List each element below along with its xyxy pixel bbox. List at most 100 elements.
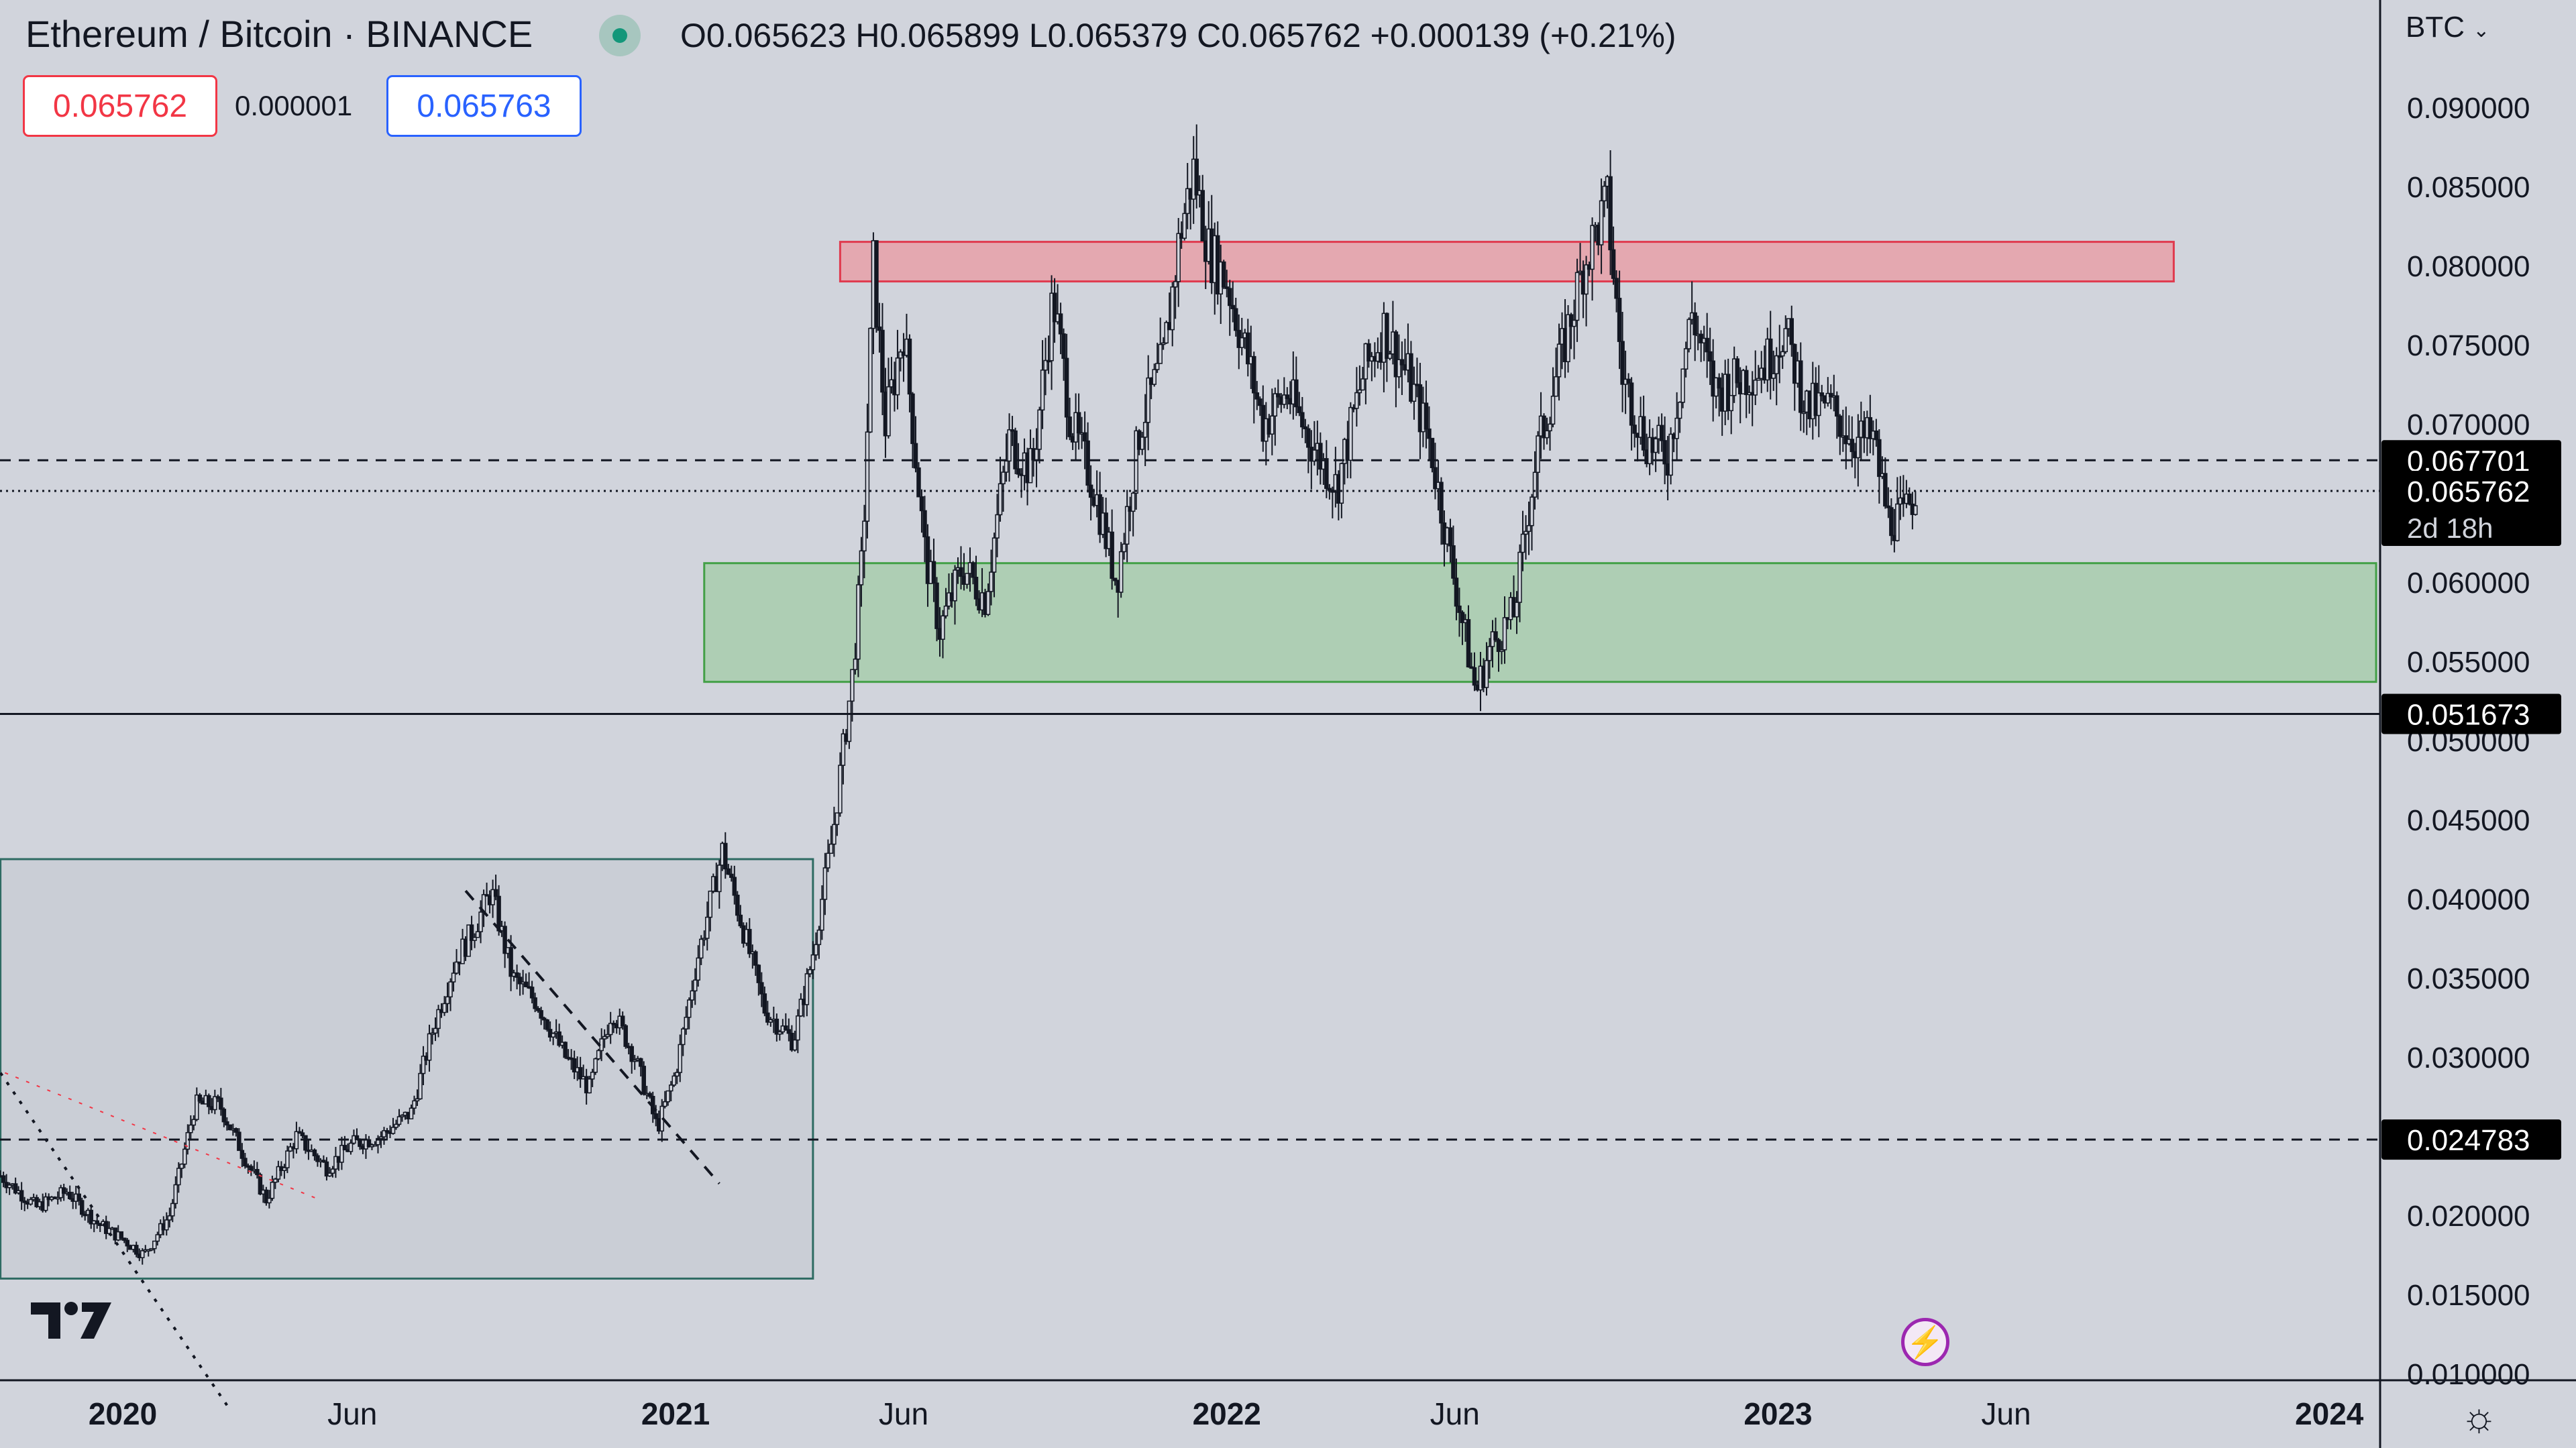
candle-body — [810, 954, 816, 970]
candle — [1427, 406, 1432, 460]
candle — [723, 832, 728, 879]
tradingview-logo-icon[interactable] — [30, 1298, 113, 1345]
candle — [995, 494, 1000, 557]
candle — [1668, 427, 1673, 485]
price-label-bg — [2381, 440, 2561, 481]
candle — [1783, 315, 1788, 354]
candle — [294, 1121, 299, 1154]
candle — [810, 941, 816, 979]
candle-body — [1783, 328, 1788, 353]
candle-body — [762, 993, 767, 1014]
candle-body — [723, 842, 728, 870]
candle — [297, 1127, 302, 1134]
candle-body — [179, 1163, 184, 1169]
candle-body — [1142, 422, 1148, 438]
currency-selector[interactable]: BTC ⌄ — [2406, 11, 2489, 44]
candle — [1493, 617, 1498, 643]
buy-price-button[interactable]: 0.065763 — [386, 75, 582, 137]
candle-body — [1354, 392, 1359, 409]
candle — [985, 583, 991, 616]
candle-body — [1357, 389, 1362, 394]
candle-body — [394, 1123, 398, 1128]
candle — [1122, 533, 1126, 560]
candle-body — [838, 765, 843, 814]
candle-body — [1608, 176, 1613, 251]
candle-body — [638, 1058, 643, 1067]
symbol-title[interactable]: Ethereum / Bitcoin · BINANCE — [25, 13, 533, 55]
candle-body — [835, 812, 840, 826]
candle — [327, 1167, 332, 1177]
candle — [342, 1135, 347, 1151]
candle-body — [774, 1018, 780, 1035]
candle — [965, 573, 969, 589]
candle — [1161, 337, 1166, 350]
candle-body — [400, 1115, 405, 1117]
candle-body — [759, 982, 764, 995]
market-status-icon[interactable] — [599, 15, 641, 56]
candle — [255, 1162, 260, 1179]
candle — [315, 1153, 320, 1167]
candle-body — [478, 911, 483, 932]
candle — [249, 1164, 254, 1176]
candle — [1799, 342, 1803, 431]
candle-body — [1318, 443, 1323, 470]
candle — [1460, 610, 1465, 645]
candle-body — [1835, 395, 1839, 417]
price-label-bg — [2381, 693, 2561, 734]
trendline[interactable] — [464, 889, 720, 1185]
candle-body — [1756, 378, 1761, 381]
candle-body — [1164, 322, 1169, 344]
candle — [1, 1171, 6, 1188]
candle — [1542, 413, 1546, 450]
lightning-icon[interactable]: ⚡ — [1901, 1318, 1949, 1366]
candle-body — [822, 867, 828, 900]
candle — [1424, 380, 1429, 449]
hline-layer — [0, 459, 2380, 1141]
candle-body — [1735, 358, 1739, 384]
candle — [1387, 351, 1393, 361]
zone-support[interactable] — [703, 562, 2377, 683]
candle — [1837, 414, 1843, 455]
candle-body — [1043, 359, 1048, 371]
candle-body — [1460, 612, 1465, 624]
candle-body — [415, 1098, 420, 1102]
candle-body — [820, 899, 824, 931]
candle-body — [185, 1131, 191, 1150]
sell-price-button[interactable]: 0.065762 — [23, 75, 217, 137]
candle-body — [321, 1160, 326, 1163]
candle — [215, 1095, 221, 1103]
candle-body — [384, 1130, 390, 1133]
candle — [1282, 377, 1287, 408]
candle-body — [1693, 312, 1697, 335]
candle — [735, 891, 740, 922]
candle — [832, 806, 837, 857]
candle-body — [705, 916, 710, 939]
trendline-layer — [0, 889, 720, 1406]
candle-body — [675, 1072, 680, 1077]
candle — [1357, 365, 1362, 406]
candle — [808, 966, 812, 978]
candle — [533, 993, 537, 1013]
candle — [608, 1011, 613, 1044]
candle-body — [300, 1132, 305, 1137]
candle — [427, 1024, 432, 1072]
candle-body — [1170, 286, 1175, 331]
candle-body — [796, 1015, 800, 1041]
candle-body — [273, 1178, 278, 1183]
candle-body — [563, 1042, 568, 1058]
candle — [1082, 411, 1087, 469]
candle-body — [324, 1161, 329, 1177]
candle-body — [1082, 432, 1087, 442]
settings-gear-icon[interactable]: ☼ — [2461, 1394, 2498, 1439]
candle-body — [76, 1193, 81, 1201]
candle-body — [708, 890, 713, 918]
zone-resistance[interactable] — [839, 241, 2175, 283]
candle-body — [1439, 482, 1444, 524]
zone-accumulation[interactable] — [0, 858, 814, 1280]
candle-body — [1536, 435, 1540, 474]
candle-body — [155, 1234, 160, 1242]
candle — [1819, 384, 1825, 402]
candle-body — [22, 1200, 27, 1203]
